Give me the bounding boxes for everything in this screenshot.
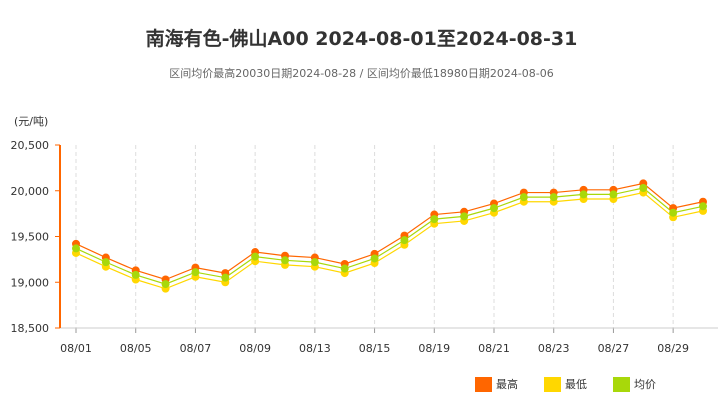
y-axis-unit: (元/吨) bbox=[14, 115, 48, 128]
data-point-均价 bbox=[549, 193, 558, 202]
data-point-均价 bbox=[72, 244, 80, 253]
data-point-均价 bbox=[251, 252, 260, 261]
data-point-均价 bbox=[699, 202, 707, 211]
x-tick-label: 08/05 bbox=[120, 342, 152, 355]
data-point-均价 bbox=[191, 268, 200, 277]
x-tick-label: 08/19 bbox=[418, 342, 450, 355]
x-tick-label: 08/09 bbox=[239, 342, 271, 355]
data-point-均价 bbox=[519, 193, 528, 202]
legend-swatch bbox=[544, 376, 561, 392]
data-point-均价 bbox=[340, 264, 349, 273]
x-tick-label: 08/07 bbox=[180, 342, 212, 355]
data-point-均价 bbox=[460, 212, 469, 221]
legend: 最高 最低 均价 bbox=[475, 376, 656, 392]
y-tick-label: 20,000 bbox=[11, 185, 50, 198]
data-point-均价 bbox=[370, 254, 379, 263]
x-tick-label: 08/01 bbox=[60, 342, 92, 355]
legend-label: 最低 bbox=[565, 378, 587, 391]
y-tick-label: 19,500 bbox=[11, 231, 50, 244]
data-point-均价 bbox=[131, 270, 140, 279]
data-point-均价 bbox=[310, 258, 319, 267]
legend-swatch bbox=[613, 376, 630, 392]
y-tick-label: 19,000 bbox=[11, 276, 50, 289]
x-tick-label: 08/27 bbox=[598, 342, 630, 355]
y-tick-label: 20,500 bbox=[11, 139, 50, 152]
x-tick-label: 08/13 bbox=[299, 342, 331, 355]
data-point-均价 bbox=[609, 190, 618, 199]
x-tick-label: 08/29 bbox=[657, 342, 689, 355]
series-line-最高 bbox=[75, 182, 704, 281]
data-point-均价 bbox=[430, 215, 439, 224]
legend-label: 均价 bbox=[634, 378, 656, 391]
x-tick-label: 08/21 bbox=[478, 342, 510, 355]
legend-label: 最高 bbox=[496, 378, 518, 391]
data-point-均价 bbox=[490, 204, 498, 213]
data-point-均价 bbox=[579, 190, 588, 199]
series-line-均价 bbox=[75, 187, 704, 285]
y-tick-label: 18,500 bbox=[11, 322, 50, 335]
chart-title: 南海有色-佛山A00 2024-08-01至2024-08-31 bbox=[145, 28, 578, 50]
data-point-均价 bbox=[101, 258, 110, 267]
legend-swatch bbox=[475, 376, 492, 392]
data-point-均价 bbox=[161, 280, 170, 289]
data-point-均价 bbox=[669, 208, 678, 217]
chart-subtitle: 区间均价最高20030日期2024-08-28 / 区间均价最低18980日期2… bbox=[169, 67, 554, 80]
data-point-均价 bbox=[400, 236, 409, 245]
data-point-均价 bbox=[281, 256, 289, 265]
x-tick-label: 08/15 bbox=[359, 342, 391, 355]
legend-item[interactable]: 最低 bbox=[544, 376, 587, 392]
data-point-均价 bbox=[221, 273, 230, 282]
x-tick-label: 08/23 bbox=[538, 342, 570, 355]
series-line-最低 bbox=[75, 191, 704, 290]
data-point-均价 bbox=[639, 184, 648, 193]
legend-item[interactable]: 均价 bbox=[613, 376, 656, 392]
legend-item[interactable]: 最高 bbox=[475, 376, 518, 392]
